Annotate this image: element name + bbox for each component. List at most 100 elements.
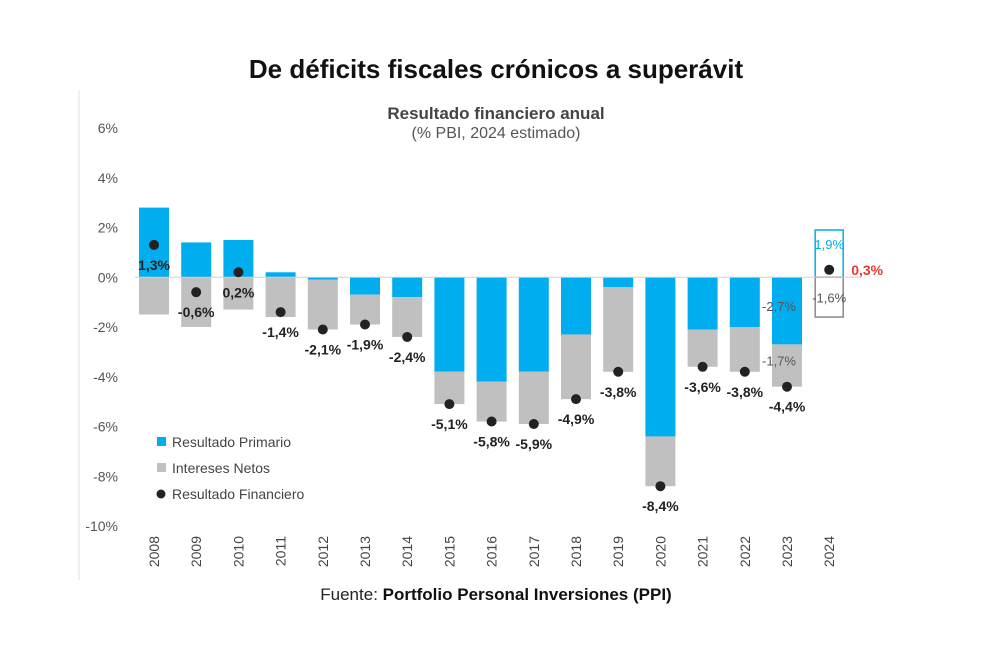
financial-result-dot bbox=[275, 307, 286, 318]
legend-swatch-interest bbox=[157, 463, 166, 472]
x-tick-label: 2020 bbox=[652, 536, 668, 567]
chart-title: De déficits fiscales crónicos a superávi… bbox=[248, 54, 744, 84]
y-tick-label: -4% bbox=[93, 369, 118, 385]
source-name: Portfolio Personal Inversiones (PPI) bbox=[382, 585, 672, 604]
financial-result-dot bbox=[317, 324, 328, 335]
bar-interest bbox=[561, 334, 591, 400]
bar-interest bbox=[307, 279, 338, 330]
x-tick-label: 2017 bbox=[526, 536, 542, 567]
bar-primary bbox=[392, 277, 423, 298]
financial-result-dot bbox=[613, 366, 624, 377]
x-tick-label: 2012 bbox=[315, 536, 331, 567]
bar-primary bbox=[350, 277, 380, 295]
y-tick-label: 4% bbox=[98, 170, 118, 186]
bar-primary bbox=[518, 277, 549, 372]
data-label: -5,1% bbox=[431, 416, 468, 432]
x-tick-label: 2016 bbox=[484, 536, 500, 567]
financial-result-dot bbox=[782, 381, 792, 392]
financial-result-dot bbox=[360, 319, 370, 330]
bar-primary bbox=[307, 277, 338, 280]
x-tick-label: 2015 bbox=[441, 536, 457, 567]
legend-swatch-primary bbox=[157, 437, 166, 446]
bar-primary bbox=[603, 277, 634, 288]
x-tick-label: 2013 bbox=[357, 536, 373, 567]
legend-swatch-financial bbox=[156, 489, 166, 499]
financial-result-dot bbox=[233, 267, 244, 278]
bar-interest bbox=[645, 436, 676, 487]
y-tick-label: -2% bbox=[93, 319, 118, 335]
y-tick-label: 6% bbox=[98, 120, 118, 136]
data-label: 0,2% bbox=[222, 284, 254, 300]
x-tick-label: 2024 bbox=[821, 536, 837, 567]
data-label: -3,6% bbox=[684, 379, 721, 395]
bar-primary bbox=[645, 277, 676, 437]
financial-result-dot bbox=[486, 416, 497, 427]
data-label: -4,4% bbox=[769, 399, 806, 415]
bar-interest bbox=[476, 381, 507, 422]
y-tick-label: -8% bbox=[93, 468, 118, 484]
bar-primary bbox=[687, 277, 718, 330]
x-tick-label: 2021 bbox=[695, 536, 711, 567]
primary-label-2023: -2,7% bbox=[762, 299, 796, 314]
bar-interest bbox=[729, 327, 760, 372]
bar-interest bbox=[139, 277, 169, 315]
bar-primary bbox=[434, 277, 465, 372]
financial-result-dot bbox=[655, 481, 666, 492]
bar-interest bbox=[181, 277, 212, 327]
data-label: -5,9% bbox=[516, 436, 553, 452]
data-label: -2,4% bbox=[389, 349, 426, 365]
data-label: -0,6% bbox=[178, 304, 215, 320]
primary-label-2024: 1,9% bbox=[814, 237, 844, 252]
financial-result-dot bbox=[191, 287, 202, 298]
bar-primary bbox=[561, 277, 591, 335]
financial-result-dot bbox=[824, 264, 835, 275]
data-label: -1,9% bbox=[347, 337, 384, 353]
data-label: 1,3% bbox=[138, 257, 170, 273]
data-label-2024: 0,3% bbox=[851, 262, 883, 278]
chart-subtitle: Resultado financiero anual bbox=[387, 104, 605, 123]
bar-interest bbox=[603, 287, 634, 372]
bar-interest-2024 bbox=[814, 276, 844, 318]
financial-result-dot bbox=[149, 239, 159, 250]
financial-result-dot bbox=[528, 419, 539, 430]
bar-interest bbox=[772, 344, 802, 387]
x-tick-label: 2008 bbox=[146, 536, 162, 567]
bar-interest bbox=[518, 371, 549, 425]
bar-primary bbox=[265, 272, 296, 278]
y-tick-label: 0% bbox=[98, 269, 118, 285]
financial-result-dot bbox=[402, 331, 413, 342]
interest-label-2024: -1,6% bbox=[812, 290, 846, 305]
financial-result-dot bbox=[739, 366, 750, 377]
data-label: -2,1% bbox=[305, 341, 342, 357]
data-label: -3,8% bbox=[727, 384, 764, 400]
financial-result-dot bbox=[444, 399, 455, 410]
x-tick-label: 2019 bbox=[610, 536, 626, 567]
bar-interest bbox=[392, 297, 423, 337]
financial-result-dot bbox=[571, 394, 581, 405]
x-tick-label: 2009 bbox=[188, 536, 204, 567]
data-label: -1,4% bbox=[262, 324, 299, 340]
bar-interest bbox=[687, 329, 718, 367]
data-label: -3,8% bbox=[600, 384, 637, 400]
data-label: -4,9% bbox=[558, 411, 595, 427]
x-tick-label: 2022 bbox=[737, 536, 753, 567]
source-prefix: Fuente: bbox=[320, 585, 383, 604]
y-tick-label: 2% bbox=[98, 220, 118, 236]
x-tick-label: 2018 bbox=[568, 536, 584, 567]
bar-primary bbox=[181, 242, 212, 278]
x-tick-label: 2014 bbox=[399, 536, 415, 567]
data-label: -8,4% bbox=[642, 498, 679, 514]
y-tick-label: -10% bbox=[85, 518, 118, 534]
bar-primary bbox=[476, 277, 507, 382]
chart-source: Fuente: Portfolio Personal Inversiones (… bbox=[0, 585, 992, 605]
bar-primary bbox=[772, 277, 802, 345]
x-tick-label: 2011 bbox=[273, 536, 289, 566]
bar-primary bbox=[729, 277, 760, 327]
y-tick-label: -6% bbox=[93, 419, 118, 435]
legend-label-primary: Resultado Primario bbox=[172, 434, 291, 450]
bar-interest bbox=[223, 277, 254, 310]
x-tick-label: 2010 bbox=[230, 536, 246, 567]
chart-subtitle-units: (% PBI, 2024 estimado) bbox=[411, 125, 581, 142]
legend-label-interest: Intereses Netos bbox=[172, 460, 270, 476]
